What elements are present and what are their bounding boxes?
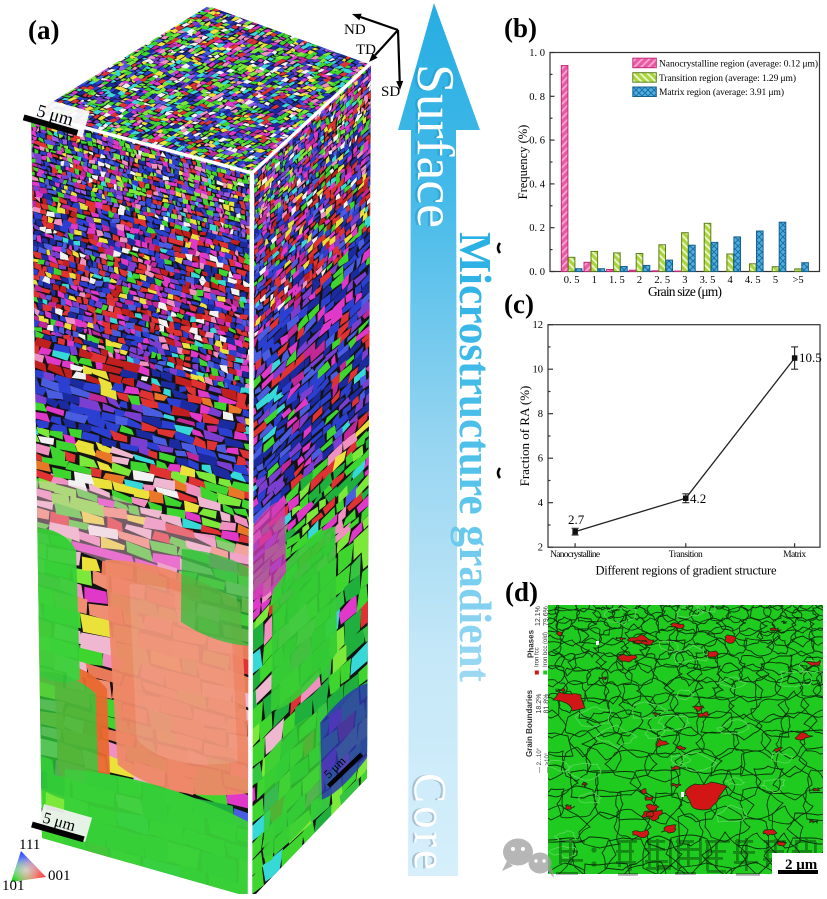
svg-text:Grain Boundaries: Grain Boundaries — [525, 689, 534, 757]
svg-text:Fraction of RA (%): Fraction of RA (%) — [517, 386, 532, 487]
svg-text:2: 2 — [538, 543, 543, 554]
svg-text:18.2%: 18.2% — [536, 694, 543, 714]
svg-text:Iron fcc: Iron fcc — [535, 647, 541, 667]
svg-text:10.5: 10.5 — [799, 350, 822, 365]
svg-text:1. 0: 1. 0 — [529, 48, 545, 59]
svg-text:Transition region (average: 1.: Transition region (average: 1.29 μm) — [659, 73, 796, 84]
svg-text:4: 4 — [538, 498, 544, 509]
svg-text:Different regions of gradient: Different regions of gradient structure — [596, 564, 777, 578]
svg-text:0. 2: 0. 2 — [529, 223, 545, 234]
svg-text:Microstructure gradient: Microstructure gradient — [450, 232, 501, 683]
svg-text:12: 12 — [533, 320, 544, 331]
svg-text:TD: TD — [356, 42, 376, 58]
svg-text:Surface: Surface — [406, 64, 464, 228]
svg-text:10: 10 — [533, 365, 544, 376]
svg-text:— >10°: — >10° — [545, 752, 551, 773]
svg-text:Transition: Transition — [669, 550, 703, 560]
svg-text:Frequency (%): Frequency (%) — [516, 125, 530, 200]
svg-text:12.1%: 12.1% — [535, 606, 542, 626]
svg-text:0. 6: 0. 6 — [529, 136, 545, 147]
svg-text:81.8%: 81.8% — [544, 694, 551, 714]
svg-text:Core: Core — [405, 773, 455, 870]
svg-text:1: 1 — [592, 275, 597, 286]
svg-text:2: 2 — [637, 275, 642, 286]
svg-text:(b): (b) — [504, 13, 537, 43]
svg-text:8: 8 — [538, 409, 543, 420]
svg-text:4. 5: 4. 5 — [745, 275, 761, 286]
svg-text:Nanocrystalline region (averag: Nanocrystalline region (average: 0.12 μm… — [659, 58, 818, 69]
svg-text:001: 001 — [48, 868, 71, 884]
svg-text:(c): (c) — [504, 289, 534, 319]
svg-text:0. 5: 0. 5 — [564, 275, 580, 286]
svg-text:Grain size (μm): Grain size (μm) — [648, 284, 722, 299]
svg-text:Nanocrystalline: Nanocrystalline — [550, 550, 600, 560]
svg-text:4.2: 4.2 — [690, 491, 706, 506]
svg-text:2.7: 2.7 — [568, 512, 585, 527]
svg-text:Iron bcc (old): Iron bcc (old) — [543, 632, 549, 667]
svg-text:>5: >5 — [793, 275, 804, 286]
svg-text:(d): (d) — [505, 577, 538, 607]
svg-text:0. 4: 0. 4 — [529, 179, 546, 190]
svg-text:ND: ND — [344, 22, 366, 38]
svg-text:5: 5 — [773, 275, 778, 286]
svg-text:4: 4 — [727, 275, 733, 286]
svg-text:101: 101 — [2, 878, 25, 894]
svg-text:0. 0: 0. 0 — [529, 267, 545, 278]
svg-text:(a): (a) — [28, 15, 59, 45]
svg-text:— 2...10°: — 2...10° — [537, 747, 543, 773]
svg-text:111: 111 — [19, 837, 40, 853]
svg-text:Matrix region (average: 3.91 μ: Matrix region (average: 3.91 μm) — [659, 87, 784, 98]
svg-text:79.6%: 79.6% — [543, 606, 550, 626]
svg-text:6: 6 — [538, 454, 543, 465]
svg-text:SD: SD — [381, 84, 400, 100]
svg-text:1. 5: 1. 5 — [609, 275, 625, 286]
svg-text:Matrix: Matrix — [783, 550, 806, 560]
svg-text:0. 8: 0. 8 — [529, 92, 545, 103]
